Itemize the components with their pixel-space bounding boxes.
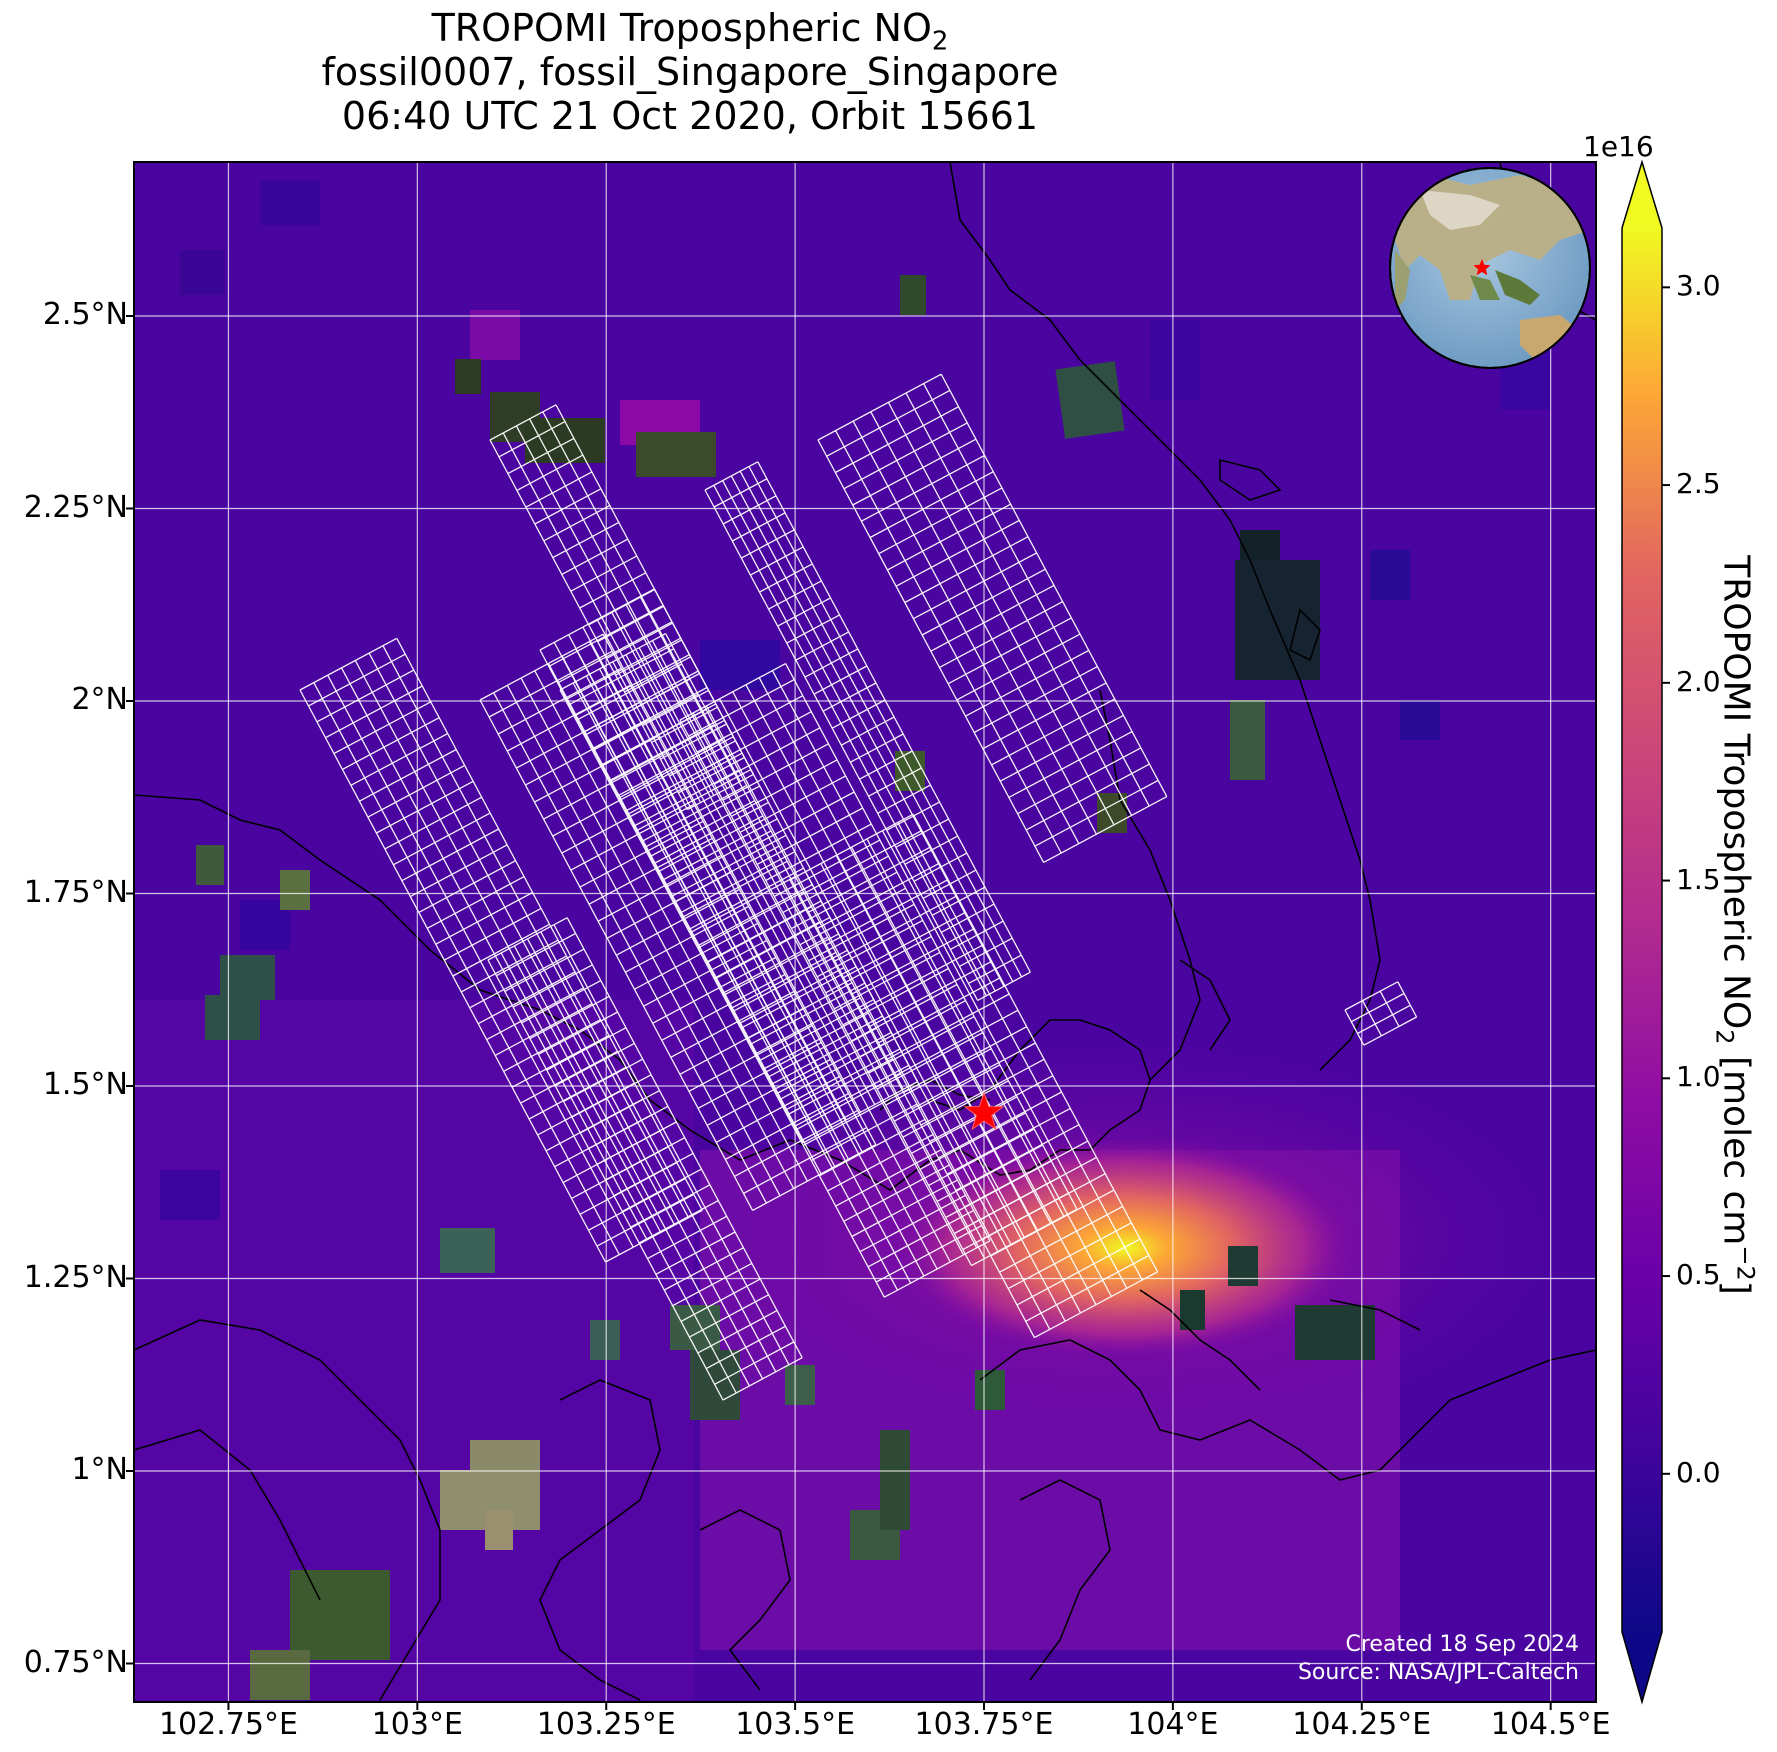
colorbar-label: TROPOMI Tropospheric NO2 [molec cm−2] [1710,555,1760,1295]
y-tick-label: 1°N [71,1452,128,1487]
credit-source: Source: NASA/JPL-Caltech [1297,1660,1579,1685]
y-tick-label: 2.25°N [23,489,128,525]
footprint-grid [539,588,919,1144]
map-frame [133,161,1597,1703]
y-tick-label: 1.5°N [42,1067,128,1102]
colorbar-tick-label: 3.0 [1676,269,1721,303]
footprint-mesh-lines [487,917,803,1401]
x-tick-label: 103.75°E [914,1707,1054,1742]
chart-title-line1: TROPOMI Tropospheric NO2 [431,6,949,57]
colorbar-exponent: 1e16 [1583,130,1654,163]
colorbar-extend-max [1622,162,1662,228]
coastlines [134,162,1596,1701]
footprint-grid [487,917,803,1401]
footprint-mesh-lines [704,461,1031,1001]
footprint-grid [704,461,1031,1001]
colorbar-tick-label: 2.0 [1676,664,1721,698]
y-tick-label: 0.75°N [23,1644,128,1680]
chart-title-line2: fossil0007, fossil_Singapore_Singapore [321,50,1059,94]
x-tick-label: 103°E [371,1707,463,1742]
footprint-mesh-lines [817,373,1168,863]
footprint-polygons [299,373,1418,1401]
colorbar [1621,159,1670,1705]
x-tick-label: 103.25°E [536,1707,676,1742]
footprint-mesh-lines [479,633,877,1211]
x-tick-label: 104°E [1127,1707,1219,1742]
footprint-mesh-lines [559,633,991,1298]
x-tick-label: 102.75°E [158,1707,298,1742]
footprint-grid [1344,981,1418,1046]
x-tick-label: 104.5°E [1490,1707,1611,1742]
red-star-icon [963,1091,1005,1131]
colorbar-extend-min [1622,1632,1662,1702]
y-tick-label: 2°N [71,682,128,717]
globe-inset [1389,167,1591,369]
y-tick-label: 1.75°N [23,874,128,910]
chart-title-line3: 06:40 UTC 21 Oct 2020, Orbit 15661 [341,94,1039,138]
colorbar-tick-label: 0.5 [1676,1258,1721,1292]
colorbar-tick-label: 1.0 [1676,1060,1721,1094]
footprint-grid [479,633,877,1211]
y-tick-label: 1.25°N [23,1259,128,1295]
footprint-grid [817,373,1168,863]
colorbar-tick-label: 2.5 [1676,467,1721,501]
axis-tick-marks [126,315,1552,1710]
footprint-mesh-lines [539,588,919,1144]
globe-star-icon [1473,259,1491,276]
colorbar-tick-label: 0.0 [1676,1455,1721,1489]
footprint-grid [559,633,991,1298]
colorbar-tick-label: 1.5 [1676,862,1721,896]
y-tick-label: 2.5°N [42,297,128,332]
credit-created: Created 18 Sep 2024 [1345,1632,1580,1657]
x-tick-label: 104.25°E [1292,1707,1432,1742]
footprint-mesh-lines [1344,981,1418,1046]
satellite-imagery-patches [196,275,1375,1700]
x-tick-label: 103.5°E [735,1707,856,1742]
